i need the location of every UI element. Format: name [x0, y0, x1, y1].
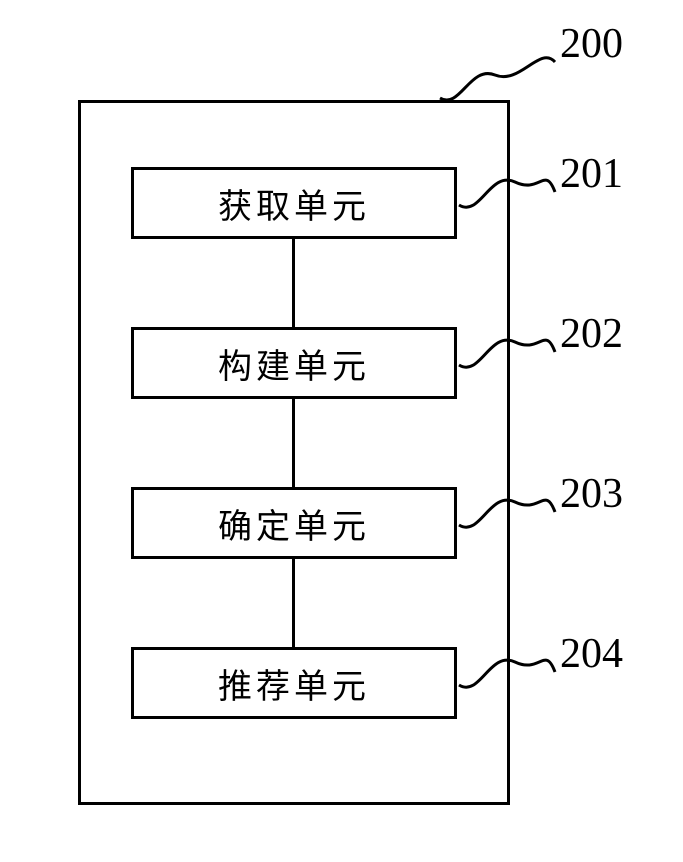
ref-text: 200	[560, 21, 623, 67]
ref-text: 202	[560, 311, 623, 357]
lead-line-204	[0, 0, 683, 862]
ref-label-201: 201	[560, 150, 623, 198]
ref-text: 203	[560, 471, 623, 517]
diagram-canvas: 获取单元 构建单元 确定单元 推荐单元 200 201 202 203 204	[0, 0, 683, 862]
ref-label-200: 200	[560, 20, 623, 68]
ref-label-202: 202	[560, 310, 623, 358]
ref-text: 204	[560, 631, 623, 677]
ref-label-203: 203	[560, 470, 623, 518]
ref-text: 201	[560, 151, 623, 197]
ref-label-204: 204	[560, 630, 623, 678]
